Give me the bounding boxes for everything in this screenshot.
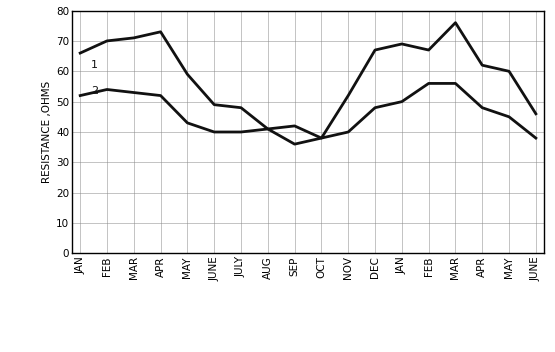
Text: 1: 1 (91, 60, 98, 70)
Y-axis label: RESISTANCE ,OHMS: RESISTANCE ,OHMS (42, 81, 52, 183)
Text: 2: 2 (91, 86, 98, 96)
